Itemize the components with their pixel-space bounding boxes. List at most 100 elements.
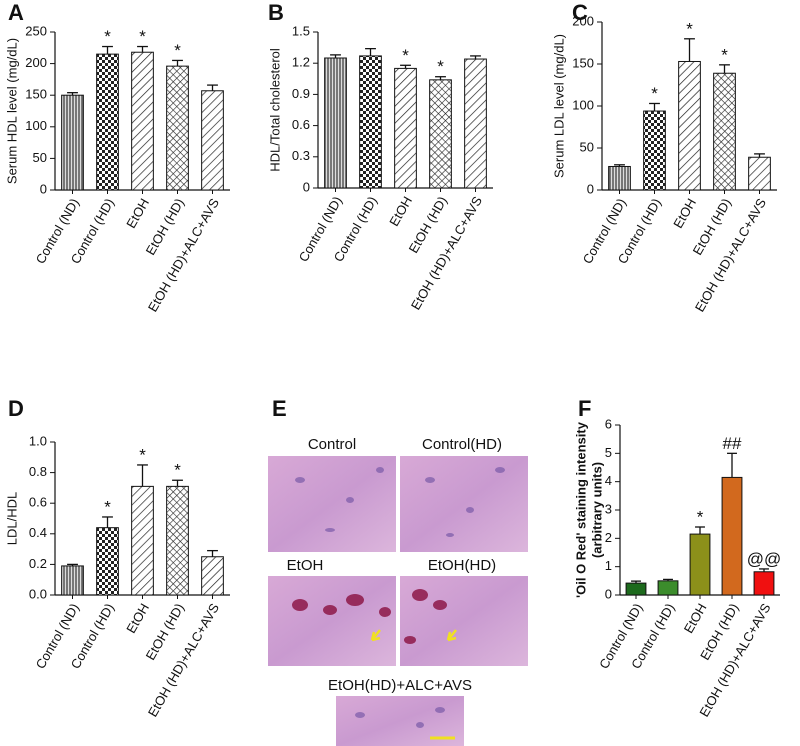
significance-mark: * xyxy=(139,445,146,464)
image-label: EtOH xyxy=(287,557,324,574)
significance-mark: @@ xyxy=(747,549,782,568)
bar xyxy=(96,527,119,596)
significance-mark: * xyxy=(686,19,693,38)
panel-label: C xyxy=(572,0,588,25)
lipid-droplets xyxy=(292,589,447,644)
bar xyxy=(657,580,679,596)
significance-mark: * xyxy=(139,27,146,46)
panel-label: E xyxy=(272,396,287,421)
nuclei xyxy=(355,707,445,728)
panel-label: B xyxy=(268,0,284,25)
bar xyxy=(713,72,736,191)
significance-mark: * xyxy=(697,507,704,526)
bar xyxy=(359,55,382,189)
y-tick-label: 100 xyxy=(25,118,47,133)
y-tick-label: 4 xyxy=(605,473,612,488)
y-axis-label: (arbitrary units) xyxy=(589,462,604,558)
bar xyxy=(625,582,647,596)
y-tick-label: 1.0 xyxy=(29,433,47,448)
y-tick-label: 50 xyxy=(580,139,594,154)
y-tick-label: 0.4 xyxy=(29,525,47,540)
bar xyxy=(464,58,487,189)
bar xyxy=(678,60,701,191)
y-tick-label: 0.2 xyxy=(29,556,47,571)
significance-mark: ## xyxy=(723,434,742,453)
bar xyxy=(429,79,452,189)
y-tick-label: 0.3 xyxy=(292,148,310,163)
x-tick-label: EtOH xyxy=(386,194,415,229)
significance-mark: * xyxy=(174,461,181,480)
bar xyxy=(61,565,84,596)
bar xyxy=(131,485,154,596)
y-tick-label: 6 xyxy=(605,416,612,431)
y-axis-label: Serum LDL level (mg/dL) xyxy=(551,34,566,178)
y-tick-label: 3 xyxy=(605,501,612,516)
bar xyxy=(721,476,743,596)
panel-label: A xyxy=(8,0,24,25)
significance-mark: * xyxy=(721,45,728,64)
y-tick-label: 1.5 xyxy=(292,23,310,38)
arrow xyxy=(446,629,457,642)
x-tick-label: EtOH xyxy=(681,601,710,636)
y-tick-label: 50 xyxy=(33,150,47,165)
y-tick-label: 5 xyxy=(605,445,612,460)
bar xyxy=(131,51,154,191)
significance-mark: * xyxy=(104,27,111,46)
nuclei xyxy=(295,467,505,537)
y-tick-label: 100 xyxy=(572,97,594,112)
bar xyxy=(748,156,771,191)
micrograph xyxy=(400,456,528,552)
image-panel: E Control Control(HD) EtOH EtOH(HD) EtOH… xyxy=(268,396,528,746)
bar xyxy=(166,485,189,596)
y-tick-label: 2 xyxy=(605,530,612,545)
significance-mark: * xyxy=(651,84,658,103)
y-axis-label: LDL/HDL xyxy=(4,492,19,545)
y-tick-label: 0.6 xyxy=(29,495,47,510)
bar xyxy=(643,110,666,191)
y-tick-label: 0.0 xyxy=(29,586,47,601)
image-label: EtOH(HD)+ALC+AVS xyxy=(328,677,472,694)
y-tick-label: 0.8 xyxy=(29,464,47,479)
panel-label: F xyxy=(578,396,591,421)
y-tick-label: 0.9 xyxy=(292,86,310,101)
y-tick-label: 1 xyxy=(605,558,612,573)
y-tick-label: 0 xyxy=(587,181,594,196)
y-axis-label: HDL/Total cholesterol xyxy=(267,48,282,172)
micrograph xyxy=(268,456,396,552)
image-label: Control xyxy=(308,436,356,453)
bar xyxy=(394,67,417,189)
bar xyxy=(96,53,119,191)
significance-mark: * xyxy=(402,46,409,65)
significance-mark: * xyxy=(104,497,111,516)
bar xyxy=(689,533,711,596)
x-tick-label: EtOH xyxy=(123,601,152,636)
y-tick-label: 0.6 xyxy=(292,117,310,132)
x-tick-label: EtOH xyxy=(123,196,152,231)
image-label: EtOH(HD) xyxy=(428,557,496,574)
y-tick-label: 1.2 xyxy=(292,55,310,70)
y-tick-label: 0 xyxy=(605,586,612,601)
y-tick-label: 0 xyxy=(303,179,310,194)
arrow xyxy=(370,629,381,642)
bar xyxy=(166,65,189,191)
y-axis-label: Serum HDL level (mg/dL) xyxy=(4,38,19,184)
y-tick-label: 200 xyxy=(25,55,47,70)
y-tick-label: 0 xyxy=(40,181,47,196)
bar xyxy=(753,571,775,596)
bar xyxy=(201,556,224,596)
bar xyxy=(324,57,347,189)
x-tick-label: EtOH xyxy=(670,196,699,231)
image-label: Control(HD) xyxy=(422,436,502,453)
panel-label: D xyxy=(8,396,24,421)
significance-mark: * xyxy=(174,41,181,60)
y-tick-label: 250 xyxy=(25,23,47,38)
y-axis-label: 'Oil O Red' staining intensity xyxy=(573,421,588,598)
significance-mark: * xyxy=(437,57,444,76)
y-tick-label: 150 xyxy=(572,55,594,70)
bar xyxy=(201,90,224,191)
bar xyxy=(61,94,84,191)
y-tick-label: 200 xyxy=(572,13,594,28)
micrograph xyxy=(268,576,396,666)
y-tick-label: 150 xyxy=(25,87,47,102)
